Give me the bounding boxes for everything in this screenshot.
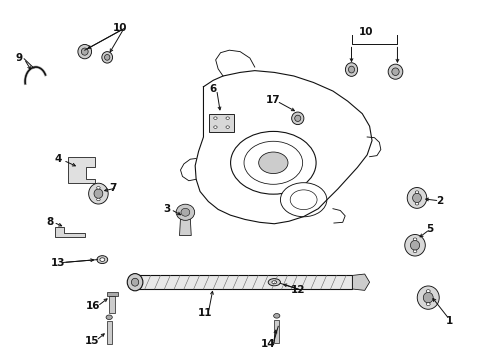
Text: 13: 13 [51,258,66,268]
Ellipse shape [345,63,358,76]
Ellipse shape [415,191,419,193]
Text: 7: 7 [109,183,117,193]
Polygon shape [55,226,85,237]
Ellipse shape [405,234,425,256]
Polygon shape [107,292,118,296]
Ellipse shape [102,51,113,63]
Ellipse shape [97,256,108,264]
Text: 8: 8 [46,217,53,227]
Text: 5: 5 [426,225,433,234]
Ellipse shape [231,131,316,194]
Text: 11: 11 [197,309,212,318]
Ellipse shape [294,115,301,121]
Ellipse shape [292,112,304,125]
Text: 9: 9 [16,53,23,63]
Ellipse shape [426,290,430,292]
Polygon shape [68,157,95,183]
Ellipse shape [280,183,327,217]
Text: 16: 16 [86,301,101,311]
Ellipse shape [94,189,103,198]
Text: 17: 17 [266,95,281,105]
Ellipse shape [413,193,421,203]
Ellipse shape [426,303,430,306]
Ellipse shape [273,314,280,318]
Ellipse shape [181,208,190,216]
Polygon shape [107,321,112,344]
Ellipse shape [104,54,110,60]
Ellipse shape [413,238,417,240]
Ellipse shape [81,48,88,55]
Ellipse shape [268,279,280,286]
Ellipse shape [417,286,439,309]
Ellipse shape [106,315,112,320]
Ellipse shape [131,278,139,286]
Ellipse shape [348,66,355,73]
Bar [209,114,234,132]
Text: 10: 10 [113,23,128,33]
Text: 6: 6 [210,84,217,94]
Text: 12: 12 [291,285,305,296]
Bar [138,275,352,289]
Text: 4: 4 [55,154,62,164]
Ellipse shape [244,141,303,184]
Polygon shape [274,320,279,343]
Ellipse shape [272,281,277,284]
Ellipse shape [100,258,105,261]
Ellipse shape [423,292,433,303]
Ellipse shape [214,126,217,129]
Text: 3: 3 [163,204,171,215]
Polygon shape [352,274,369,291]
Ellipse shape [413,250,417,253]
Text: 15: 15 [85,336,100,346]
Ellipse shape [290,190,317,210]
Ellipse shape [226,126,229,129]
Ellipse shape [392,68,399,76]
Ellipse shape [388,64,403,79]
Ellipse shape [226,117,229,120]
Ellipse shape [407,188,427,208]
Text: 10: 10 [359,27,373,37]
Ellipse shape [78,44,92,59]
Ellipse shape [127,274,143,291]
Ellipse shape [214,117,217,120]
Ellipse shape [411,240,419,250]
Ellipse shape [176,204,195,220]
Polygon shape [109,296,115,314]
Ellipse shape [97,186,100,189]
Ellipse shape [259,152,288,174]
Text: 1: 1 [445,316,453,325]
Text: 2: 2 [436,196,443,206]
Polygon shape [179,218,191,235]
Ellipse shape [97,198,100,201]
Ellipse shape [89,183,108,204]
Ellipse shape [415,203,419,205]
Text: 14: 14 [261,339,276,349]
